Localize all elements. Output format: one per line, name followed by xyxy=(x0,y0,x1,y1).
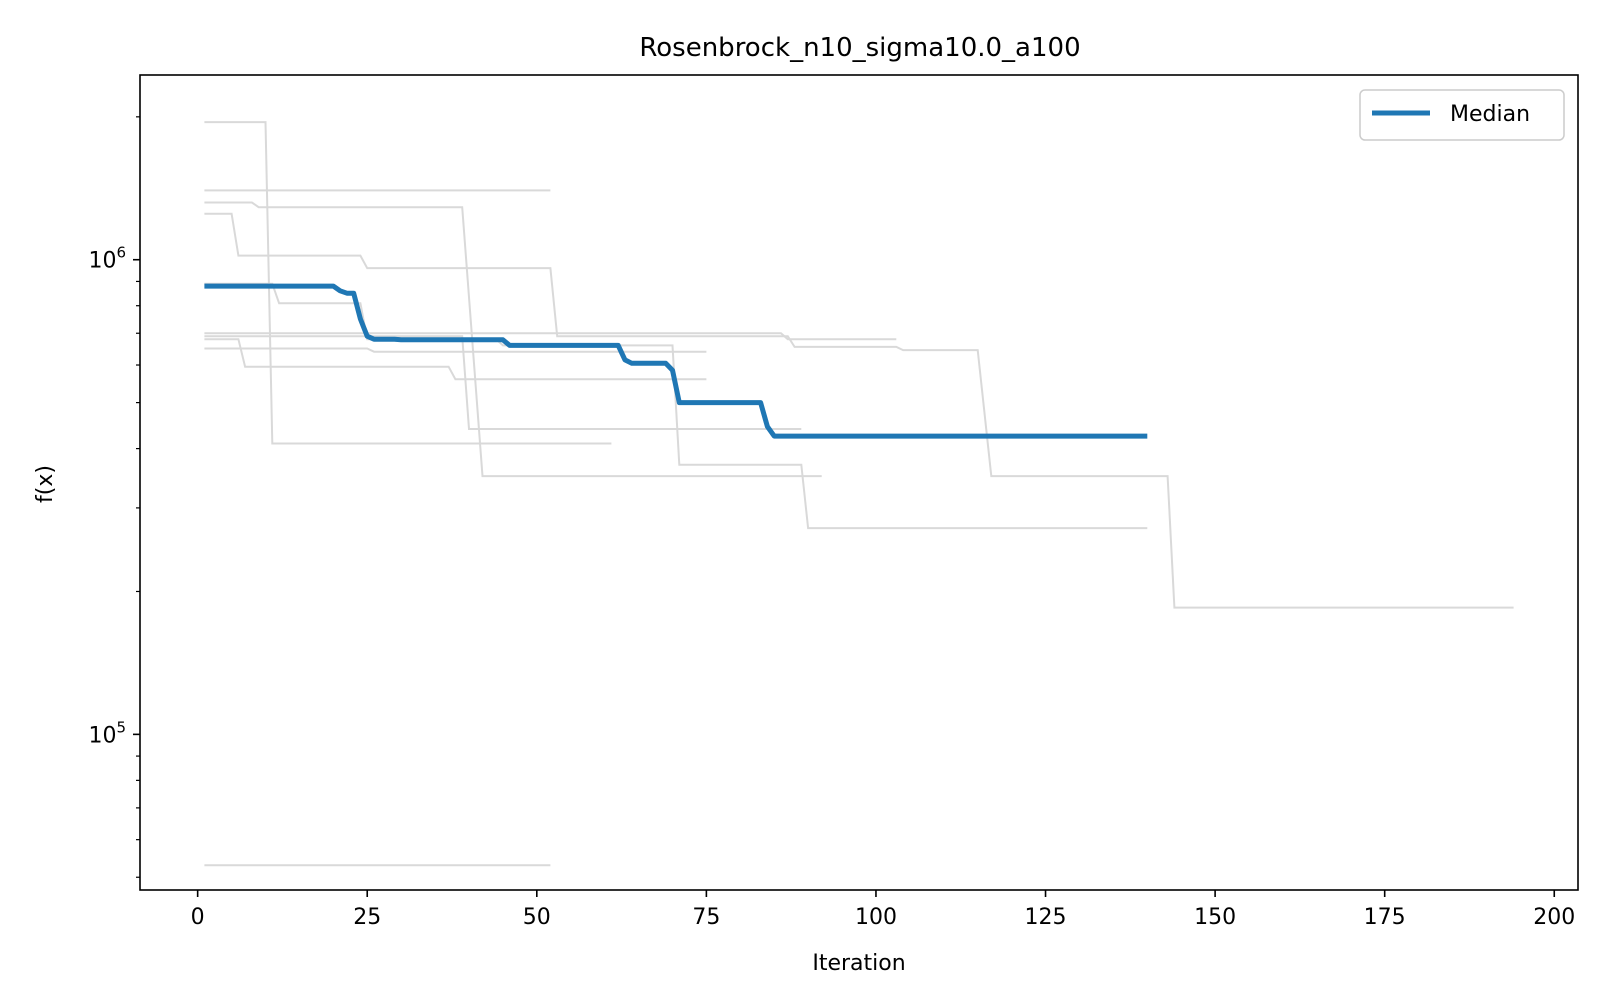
legend: Median xyxy=(1359,89,1565,141)
x-tick-label: 200 xyxy=(1533,905,1575,930)
y-axis-label: f(x) xyxy=(33,465,58,503)
run-line-7 xyxy=(204,335,802,430)
x-tick-label: 125 xyxy=(1025,905,1067,930)
x-axis-ticks: 0 25 50 75 100 125 150 175 200 xyxy=(191,890,1575,930)
chart-title: Rosenbrock_n10_sigma10.0_a100 xyxy=(639,33,1080,63)
x-tick-label: 25 xyxy=(353,905,381,930)
run-line-4 xyxy=(204,212,1514,609)
y-tick-label: 106 xyxy=(88,244,126,274)
y-tick-label: 105 xyxy=(88,718,126,748)
plot-area-frame xyxy=(139,74,1579,891)
run-line-5 xyxy=(204,282,1148,530)
run-line-3 xyxy=(204,201,822,478)
run-line-8 xyxy=(204,338,707,381)
x-tick-label: 75 xyxy=(692,905,720,930)
median-series xyxy=(204,283,1148,439)
x-tick-label: 150 xyxy=(1194,905,1236,930)
run-line-9 xyxy=(204,347,707,353)
x-axis-label: Iteration xyxy=(812,951,905,976)
x-tick-label: 50 xyxy=(523,905,551,930)
y-axis-ticks: 105 106 xyxy=(88,116,140,878)
individual-runs xyxy=(204,121,1514,867)
x-tick-label: 175 xyxy=(1364,905,1406,930)
legend-median-label: Median xyxy=(1450,102,1530,127)
x-tick-label: 0 xyxy=(191,905,205,930)
run-line-6 xyxy=(204,332,897,341)
legend-box xyxy=(1359,89,1565,141)
median-line xyxy=(204,283,1148,439)
x-tick-label: 100 xyxy=(855,905,897,930)
